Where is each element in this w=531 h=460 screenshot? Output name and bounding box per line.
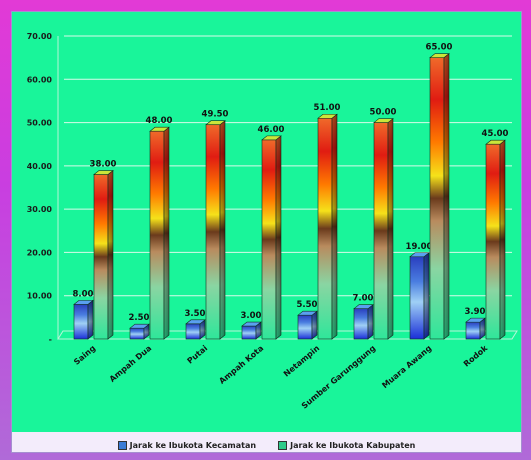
legend-label-kabupaten: Jarak ke Ibukota Kabupaten (290, 440, 416, 450)
chart-frame: - 10.00 20.00 30.00 40.00 50.00 60.00 70.00 8.0… (11, 11, 522, 453)
data-label-kabupaten: 51.00 (314, 103, 341, 113)
legend-swatch-kecamatan (117, 440, 127, 450)
data-label-kabupaten: 45.00 (482, 129, 509, 139)
bar-kecamatan: 5.50 (297, 300, 318, 340)
data-label-kecamatan: 3.90 (465, 307, 486, 317)
data-label-kabupaten: 48.00 (146, 116, 173, 126)
legend-item-kabupaten: Jarak ke Ibukota Kabupaten (278, 440, 416, 450)
bar-kabupaten: 46.00 (258, 125, 285, 340)
data-label-kecamatan: 2.50 (129, 313, 150, 323)
bar-kecamatan: 8.00 (73, 289, 94, 340)
y-tick-label: 40.00 (27, 162, 53, 171)
y-tick-label: 20.00 (27, 248, 53, 257)
bar-kabupaten: 38.00 (90, 160, 117, 340)
data-label-kabupaten: 50.00 (370, 108, 397, 118)
data-label-kabupaten: 49.50 (202, 110, 229, 120)
bar-kecamatan: 2.50 (129, 313, 150, 340)
bar-kabupaten: 51.00 (314, 103, 341, 340)
legend-swatch-kabupaten (278, 440, 288, 450)
bar-kecamatan: 19.00 (406, 242, 433, 340)
bar-kabupaten: 45.00 (482, 129, 509, 340)
bar-kabupaten: 50.00 (370, 108, 397, 340)
bars: 8.00 38.00 2.50 48.00 3.50 49.50 3.00 46.00 5.50… (73, 43, 509, 340)
data-label-kecamatan: 8.00 (73, 289, 94, 299)
legend-item-kecamatan: Jarak ke Ibukota Kecamatan (117, 440, 257, 450)
bar-kecamatan: 3.50 (185, 309, 206, 340)
bar-kabupaten: 49.50 (202, 110, 229, 340)
data-label-kecamatan: 3.00 (241, 311, 262, 321)
bar-kecamatan: 7.00 (353, 294, 374, 340)
y-tick-label: 50.00 (27, 119, 53, 128)
y-tick-label: - (49, 335, 52, 344)
y-tick-label: 60.00 (27, 75, 53, 84)
data-label-kabupaten: 38.00 (90, 160, 117, 170)
legend-label-kecamatan: Jarak ke Ibukota Kecamatan (129, 440, 257, 450)
bar-kabupaten: 48.00 (146, 116, 173, 340)
legend: Jarak ke Ibukota Kecamatan Jarak ke Ibuk… (12, 436, 521, 454)
data-label-kabupaten: 46.00 (258, 125, 285, 135)
data-label-kecamatan: 7.00 (353, 294, 374, 304)
y-tick-label: 30.00 (27, 205, 53, 214)
y-tick-label: 70.00 (27, 32, 53, 41)
data-label-kabupaten: 65.00 (426, 43, 453, 53)
bar-kecamatan: 3.00 (241, 311, 262, 340)
y-tick-label: 10.00 (27, 292, 53, 301)
bar-kabupaten: 65.00 (426, 43, 453, 340)
data-label-kecamatan: 19.00 (406, 242, 433, 252)
bar-kecamatan: 3.90 (465, 307, 486, 340)
data-label-kecamatan: 3.50 (185, 309, 206, 319)
bar-chart: - 10.00 20.00 30.00 40.00 50.00 60.00 70.00 8.0… (12, 12, 521, 432)
data-label-kecamatan: 5.50 (297, 300, 318, 310)
